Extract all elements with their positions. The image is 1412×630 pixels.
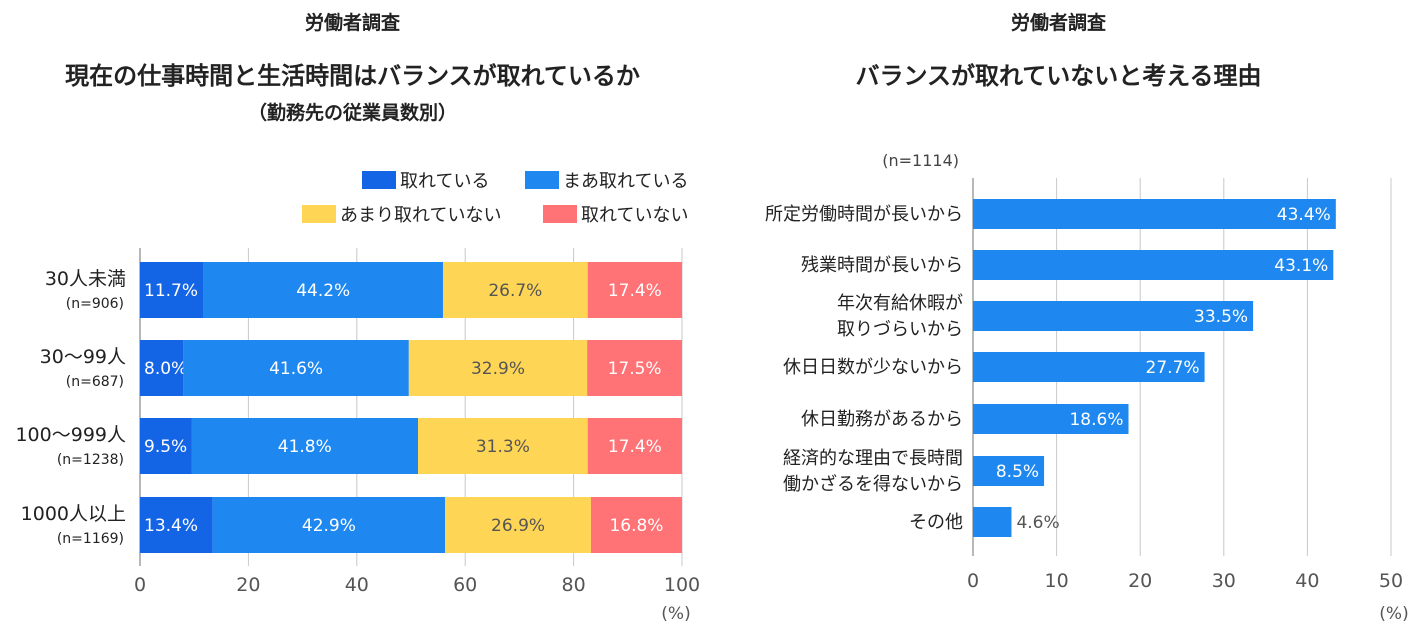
bar — [973, 456, 1045, 486]
data-label: 33.5% — [1194, 307, 1248, 327]
category-label: 100〜999人 — [15, 424, 126, 446]
category-label: 休日日数が少ないから — [783, 357, 963, 378]
legend-label: あまり取れていない — [340, 205, 501, 226]
data-label: 13.4% — [144, 516, 198, 536]
data-label: 4.6% — [1016, 513, 1059, 533]
x-tick-label: 50 — [1379, 570, 1403, 592]
x-tick-label: 100 — [664, 574, 700, 596]
x-unit-label: (%) — [661, 604, 690, 624]
category-label: 残業時間が長いから — [801, 255, 963, 276]
left-chart-title: 現在の仕事時間と生活時間はバランスが取れているか — [65, 62, 640, 90]
bar-segment — [191, 418, 419, 474]
bar — [973, 301, 1254, 331]
bar — [973, 352, 1205, 382]
x-tick-label: 20 — [236, 574, 260, 596]
legend-label: 取れていない — [581, 205, 688, 226]
right-survey-label: 労働者調査 — [1010, 12, 1106, 34]
legend-label: まあ取れている — [563, 171, 688, 192]
bar-segment — [587, 262, 682, 318]
category-n-label: (n=1169) — [57, 531, 124, 547]
data-label: 8.5% — [996, 462, 1039, 482]
sample-size-label: (n=1114) — [882, 151, 959, 170]
legend-swatch — [525, 171, 559, 189]
bar-segment — [183, 340, 409, 396]
category-label: 働かざるを得ないから — [783, 473, 963, 495]
data-label: 41.8% — [278, 437, 332, 457]
bar-segment — [442, 262, 588, 318]
right-chart-title: バランスが取れていないと考える理由 — [855, 62, 1262, 90]
bar-segment — [408, 340, 588, 396]
category-label: 所定労働時間が長いから — [765, 204, 963, 225]
x-unit-label: (%) — [1379, 604, 1408, 624]
legend-swatch — [362, 171, 396, 189]
bar-segment — [418, 418, 588, 474]
data-label: 32.9% — [471, 359, 525, 379]
bar-segment — [140, 340, 184, 396]
bar — [973, 404, 1129, 434]
data-label: 27.7% — [1146, 358, 1200, 378]
bar-segment — [203, 262, 443, 318]
bar-segment — [140, 497, 213, 553]
bar-segment — [590, 497, 682, 553]
x-tick-label: 40 — [1295, 570, 1319, 592]
data-label: 16.8% — [609, 516, 663, 536]
category-label: 30〜99人 — [40, 346, 126, 368]
bar-segment — [140, 418, 192, 474]
category-label: 1000人以上 — [21, 503, 126, 525]
bar — [973, 199, 1336, 229]
data-label: 43.4% — [1277, 205, 1331, 225]
data-label: 43.1% — [1274, 256, 1328, 276]
legend-swatch — [543, 205, 577, 223]
data-label: 17.4% — [608, 437, 662, 457]
bar-segment — [587, 418, 682, 474]
category-label: 年次有給休暇が — [837, 293, 963, 314]
left-chart-panel: 労働者調査 現在の仕事時間と生活時間はバランスが取れているか （勤務先の従業員数… — [0, 0, 705, 630]
category-n-label: (n=906) — [66, 296, 124, 312]
x-tick-label: 80 — [562, 574, 586, 596]
legend-swatch — [302, 205, 336, 223]
data-label: 17.4% — [608, 281, 662, 301]
x-tick-label: 10 — [1045, 570, 1069, 592]
right-bar-chart: (n=1114) 0 10 20 30 40 50 (%) 43.4% 所定労働時間が長いから 43… — [765, 151, 1409, 624]
data-label: 9.5% — [144, 437, 187, 457]
category-label: 経済的な理由で長時間 — [783, 448, 963, 469]
data-label: 11.7% — [144, 281, 198, 301]
category-label: その他 — [909, 512, 963, 533]
data-label: 26.7% — [488, 281, 542, 301]
data-label: 17.5% — [608, 359, 662, 379]
x-tick-label: 0 — [134, 574, 146, 596]
right-chart-panel: 労働者調査 バランスが取れていないと考える理由 (n=1114) 0 10 20 30 4… — [705, 0, 1412, 630]
category-label: 30人未満 — [45, 268, 126, 290]
x-tick-label: 30 — [1212, 570, 1236, 592]
category-n-label: (n=1238) — [57, 452, 124, 468]
x-tick-label: 40 — [345, 574, 369, 596]
category-label: 取りづらいから — [837, 319, 963, 340]
bar-segment — [212, 497, 446, 553]
data-label: 26.9% — [491, 516, 545, 536]
data-label: 18.6% — [1069, 410, 1123, 430]
bar-segment — [140, 262, 204, 318]
data-label: 44.2% — [296, 281, 350, 301]
category-label: 休日勤務があるから — [801, 409, 963, 430]
x-tick-label: 0 — [967, 570, 979, 592]
left-survey-label: 労働者調査 — [304, 12, 400, 34]
x-tick-label: 60 — [453, 574, 477, 596]
bar-segment — [587, 340, 682, 396]
category-n-label: (n=687) — [66, 374, 124, 390]
data-label: 8.0% — [144, 359, 187, 379]
data-label: 41.6% — [269, 359, 323, 379]
bar-segment — [445, 497, 591, 553]
data-label: 31.3% — [476, 437, 530, 457]
left-chart-subtitle: （勤務先の従業員数別） — [247, 102, 457, 124]
bar — [973, 250, 1334, 280]
bar — [973, 507, 1012, 537]
data-label: 42.9% — [302, 516, 356, 536]
legend-label: 取れている — [400, 171, 489, 192]
x-tick-label: 20 — [1128, 570, 1152, 592]
